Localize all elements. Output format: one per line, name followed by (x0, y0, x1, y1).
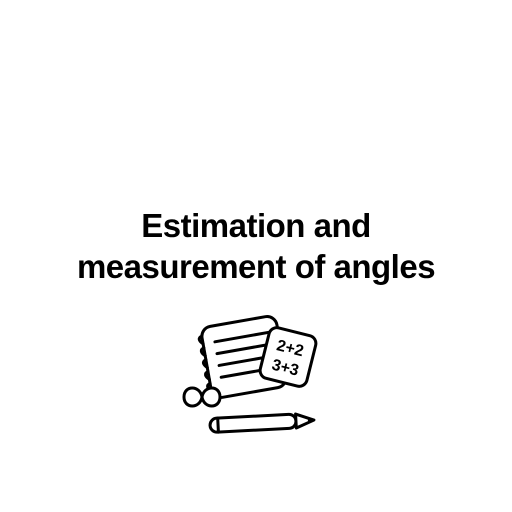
math-study-icon: 2+2 3+3 (166, 305, 346, 455)
title-line-1: Estimation and (141, 207, 371, 244)
title-line-2: measurement of angles (77, 248, 435, 285)
page-container: Estimation and measurement of angles (0, 0, 512, 512)
page-title: Estimation and measurement of angles (0, 205, 512, 288)
